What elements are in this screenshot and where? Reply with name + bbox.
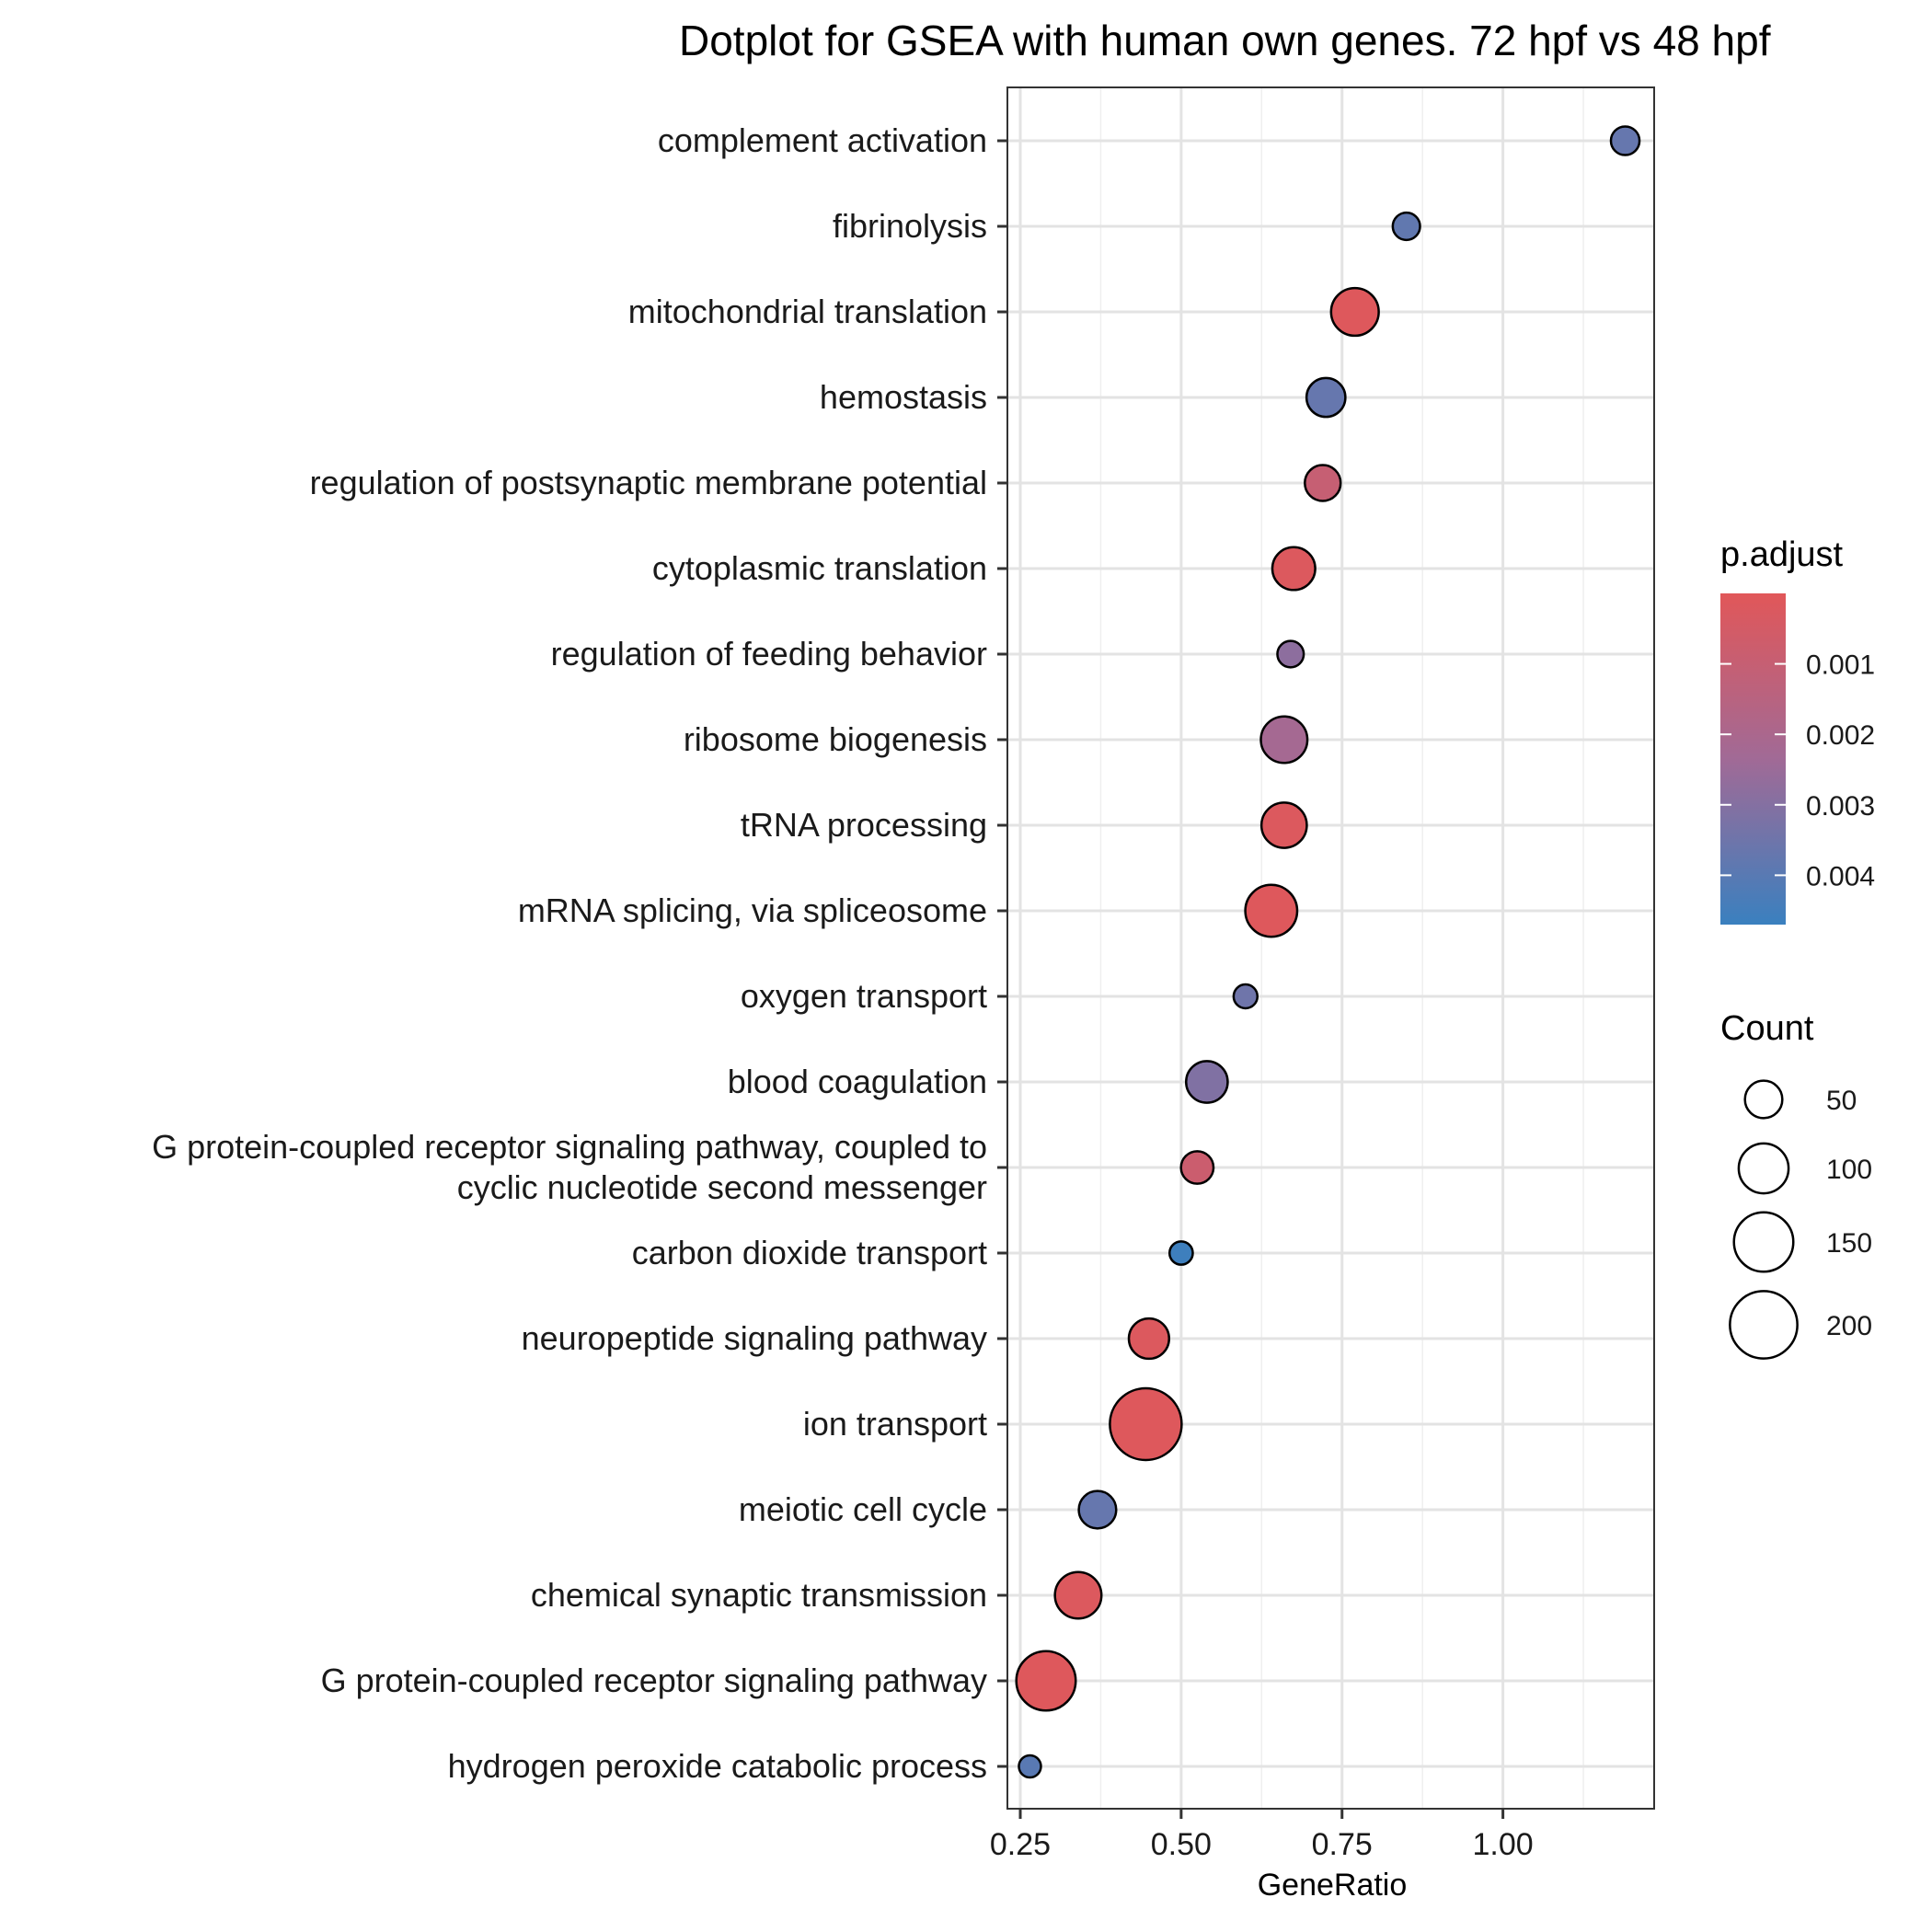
plot-panel [1006, 86, 1655, 1810]
size-legend-circle [1743, 1079, 1784, 1120]
data-point [1127, 1317, 1171, 1361]
y-tick-label: hydrogen peroxide catabolic process [448, 1747, 987, 1785]
data-point [1109, 1386, 1183, 1462]
data-point [1304, 464, 1342, 502]
data-point [1018, 1754, 1042, 1779]
y-tick-label: cyclic nucleotide second messenger [457, 1168, 987, 1206]
y-tick-label: cytoplasmic translation [652, 549, 987, 587]
data-point [1053, 1570, 1103, 1620]
y-tick-label: meiotic cell cycle [739, 1490, 987, 1528]
y-tick-label: carbon dioxide transport [632, 1234, 987, 1271]
x-tick-label: 1.00 [1473, 1827, 1534, 1862]
y-tick-label: oxygen transport [741, 977, 987, 1015]
data-point [1232, 983, 1259, 1010]
colorbar-tick-label: 0.001 [1806, 650, 1875, 681]
padjust-colorbar-ticks: 0.001 0.002 0.003 0.004 [1720, 650, 1875, 891]
data-point [1244, 883, 1299, 938]
data-point [1276, 639, 1305, 669]
y-tick-label: ion transport [803, 1405, 987, 1443]
data-point [1184, 1060, 1229, 1104]
y-tick-label: neuropeptide signaling pathway [522, 1319, 987, 1357]
data-point [1259, 715, 1309, 765]
data-point [1077, 1489, 1118, 1530]
colorbar-tick-label: 0.004 [1806, 861, 1875, 891]
count-size-legend: 50 100 150 200 [1729, 1079, 1872, 1360]
size-legend-circle [1729, 1290, 1799, 1360]
y-tick-label: fibrinolysis [833, 207, 987, 245]
size-legend-label: 100 [1826, 1155, 1872, 1185]
legend: p.adjust 0.001 0.002 0.003 0.004 Count 50 10… [1720, 535, 1875, 1360]
y-axis: complement activation fibrinolysis mitocho… [152, 121, 1007, 1785]
y-tick-label: mitochondrial translation [628, 293, 987, 330]
y-tick-label: regulation of feeding behavior [551, 635, 987, 673]
y-tick-label: regulation of postsynaptic membrane pote… [310, 464, 987, 501]
data-point [1391, 211, 1421, 242]
panel-border [1006, 86, 1655, 1810]
size-legend-circle [1737, 1142, 1790, 1195]
size-legend-circle [1732, 1211, 1795, 1273]
y-tick-label: mRNA splicing, via spliceosome [518, 891, 987, 929]
padjust-colorbar [1720, 593, 1786, 925]
y-tick-label: ribosome biogenesis [684, 720, 987, 758]
chart-title: Dotplot for GSEA with human own genes. 7… [679, 17, 1771, 64]
colorbar-tick-label: 0.003 [1806, 791, 1875, 822]
x-tick-label: 0.50 [1151, 1827, 1212, 1862]
data-point [1609, 125, 1641, 156]
y-tick-label: hemostasis [820, 378, 987, 416]
padjust-legend-title: p.adjust [1720, 535, 1844, 574]
colorbar-tick-label: 0.002 [1806, 720, 1875, 751]
y-tick-label: chemical synaptic transmission [531, 1576, 987, 1614]
y-tick-label: complement activation [658, 121, 987, 159]
x-tick-label: 0.25 [990, 1827, 1051, 1862]
data-point [1179, 1150, 1215, 1185]
y-tick-label: tRNA processing [741, 806, 987, 844]
y-tick-label: G protein-coupled receptor signaling pat… [152, 1128, 987, 1166]
data-point [1015, 1650, 1077, 1712]
x-tick-label: 0.75 [1312, 1827, 1373, 1862]
size-legend-label: 50 [1826, 1086, 1857, 1116]
x-axis: 0.25 0.50 0.75 1.00 [990, 1809, 1534, 1862]
data-point [1259, 801, 1308, 849]
y-tick-label: G protein-coupled receptor signaling pat… [321, 1662, 987, 1699]
x-axis-title: GeneRatio [1258, 1868, 1408, 1903]
y-tick-label: blood coagulation [728, 1063, 987, 1100]
data-point [1167, 1240, 1194, 1266]
data-point [1329, 286, 1380, 338]
count-legend-title: Count [1720, 1009, 1814, 1048]
data-point [1305, 376, 1347, 419]
size-legend-label: 200 [1826, 1311, 1872, 1341]
panel-background [1007, 87, 1654, 1809]
size-legend-label: 150 [1826, 1228, 1872, 1259]
data-point [1271, 546, 1317, 592]
data-points [1015, 125, 1641, 1779]
